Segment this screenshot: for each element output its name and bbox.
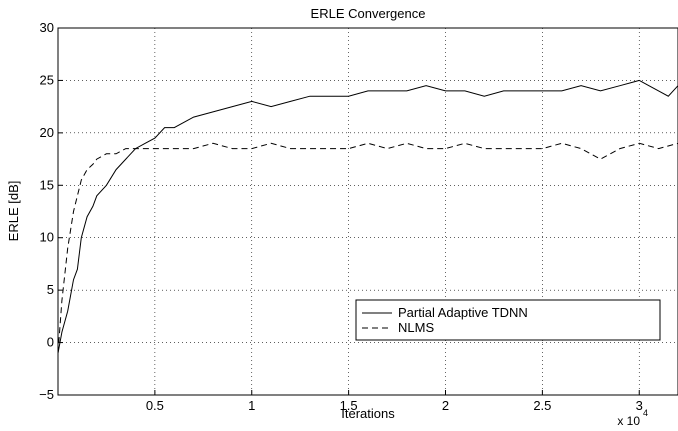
- y-tick-label: 0: [47, 335, 54, 350]
- x-axis-multiplier-exponent: 4: [643, 408, 648, 418]
- grid-lines: [58, 28, 678, 395]
- y-axis-label: ERLE [dB]: [6, 181, 21, 242]
- series-layer: [57, 79, 678, 354]
- y-tick-label: 15: [40, 177, 54, 192]
- series-line-partial-adaptive-tdnn: [57, 79, 678, 354]
- x-tick-label: 2: [442, 398, 449, 413]
- legend-label-nlms: NLMS: [398, 320, 434, 335]
- x-axis-ticks: 0.5 1 1.5 2 2.5 3: [146, 390, 643, 413]
- legend-label-tdnn: Partial Adaptive TDNN: [398, 305, 528, 320]
- y-tick-label: 30: [40, 20, 54, 35]
- legend-box: [355, 299, 661, 341]
- x-tick-label: 2.5: [533, 398, 551, 413]
- plot-frame: [57, 27, 678, 396]
- x-tick-label: 1.5: [340, 398, 358, 413]
- x-tick-label: 3: [636, 398, 643, 413]
- x-axis-multiplier: x 10: [617, 414, 640, 428]
- x-tick-label: 0.5: [146, 398, 164, 413]
- y-tick-label: 10: [40, 230, 54, 245]
- y-tick-label: 25: [40, 72, 54, 87]
- y-tick-label: −5: [39, 387, 54, 402]
- legend: Partial Adaptive TDNN NLMS: [355, 299, 661, 341]
- y-axis-ticks: −5 0 5 10 15 20 25 30: [39, 20, 63, 402]
- series-line-nlms: [57, 142, 678, 354]
- x-tick-label: 1: [248, 398, 255, 413]
- y-tick-label: 20: [40, 125, 54, 140]
- x-axis-label: Iterations: [341, 406, 395, 421]
- chart-title: ERLE Convergence: [311, 6, 426, 21]
- y-tick-label: 5: [47, 282, 54, 297]
